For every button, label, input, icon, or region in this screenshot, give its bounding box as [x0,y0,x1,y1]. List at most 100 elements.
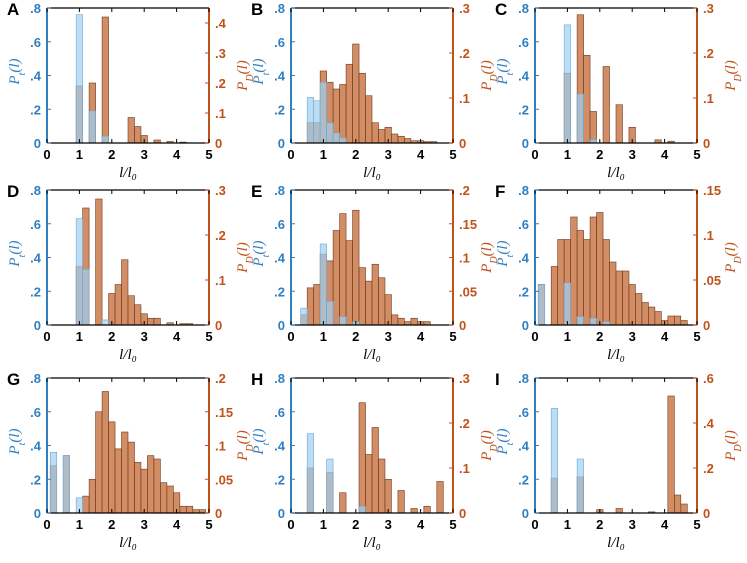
bar-pt [313,100,321,144]
x-tick-label: 3 [385,147,392,162]
bar-pd [589,111,597,144]
bar-pd [365,454,373,514]
y-left-tick-label: 0 [278,318,285,333]
x-axis-label: l/l₀ [607,535,625,551]
bar-pd [358,72,366,144]
y-left-axis-label: Pt(l) [495,240,516,267]
bar-pd [436,481,444,514]
bar-pt [563,24,571,144]
bar-pd [397,490,405,514]
y-left-tick-label: .6 [30,35,41,50]
y-right-axis-label: PD(l) [723,242,744,274]
bar-pd [121,431,129,514]
bar-pd [628,284,636,326]
x-tick-label: 0 [531,147,538,162]
bar-pt [326,301,334,326]
bar-pt [306,433,314,514]
x-tick-label: 0 [531,329,538,344]
y-right-tick-label: .1 [459,91,470,106]
y-right-axis-label: PD(l) [235,60,256,92]
x-tick-label: 2 [596,517,603,532]
bar-pd [127,295,135,326]
bar-pd [654,311,662,326]
y-left-axis-label: Pt(l) [7,58,28,85]
y-right-tick-label: .3 [215,46,226,61]
y-left-axis-label: Pt(l) [251,240,272,267]
bar-pd [147,455,155,514]
bar-pt [326,122,334,144]
panel-letter: B [251,0,263,19]
y-left-axis-label: Pt(l) [495,58,516,85]
bar-pd [127,441,135,514]
bar-pd [365,280,373,326]
y-left-axis-label: Pt(l) [495,428,516,455]
x-tick-label: 1 [76,147,83,162]
y-left-tick-label: .6 [518,405,529,420]
y-right-axis-label: PD(l) [235,430,256,462]
y-right-tick-label: .2 [703,461,714,476]
bar-pd [371,427,379,514]
panel-g: G0 1 2 3 4 50.2.4.6.80.05.1.15.2l/l₀Pt(l)PD(l… [7,370,256,551]
bar-pd [596,212,604,326]
y-right-tick-label: .2 [459,183,470,198]
bar-pd [371,263,379,326]
x-tick-label: 4 [417,517,425,532]
y-right-tick-label: .05 [215,472,233,487]
x-axis-label: l/l₀ [607,165,625,181]
y-left-axis-label: Pt(l) [251,58,272,85]
x-tick-label: 1 [320,147,327,162]
y-right-tick-label: .1 [459,461,470,476]
x-tick-label: 1 [76,329,83,344]
bar-pt [49,451,58,514]
y-left-tick-label: .4 [30,69,42,84]
panel-letter: E [251,182,262,201]
y-right-tick-label: .2 [459,46,470,61]
y-left-tick-label: .8 [274,183,285,198]
bar-pd [166,485,174,514]
y-left-tick-label: .8 [518,183,529,198]
y-right-tick-label: .15 [459,217,477,232]
bar-pd [108,293,116,326]
x-tick-label: 3 [141,517,148,532]
bar-pd [583,54,591,144]
bar-pd [576,230,584,326]
bar-pt [62,455,70,514]
bar-pd [345,63,353,144]
bar-pd [667,315,675,326]
y-right-tick-label: .3 [703,1,714,16]
y-left-tick-label: .2 [274,472,285,487]
y-right-tick-label: .4 [215,16,227,31]
bar-pd [423,505,431,514]
y-right-tick-label: .6 [703,371,714,386]
y-right-tick-label: 0 [459,136,466,151]
bar-pt [101,319,109,326]
bar-pd [114,448,122,514]
bar-pd [397,317,405,326]
y-left-tick-label: .4 [274,439,286,454]
bar-pd [410,508,418,514]
panel-letter: G [7,370,20,389]
y-left-tick-label: .2 [518,472,529,487]
x-tick-label: 4 [661,147,669,162]
y-right-tick-label: .1 [215,106,226,121]
bar-pd [121,259,129,326]
bar-pd [179,505,187,514]
y-right-tick-label: 0 [703,318,710,333]
x-tick-label: 1 [564,329,571,344]
y-right-tick-label: .4 [703,416,715,431]
x-tick-label: 4 [173,329,181,344]
bar-pt [326,458,334,514]
bar-pd [358,402,366,514]
x-tick-label: 0 [531,517,538,532]
y-right-axis-label: PD(l) [235,242,256,274]
y-left-tick-label: .2 [30,284,41,299]
x-tick-label: 5 [449,147,456,162]
bar-pd [615,508,623,514]
y-left-tick-label: .8 [30,183,41,198]
bar-pd [153,458,161,514]
x-tick-label: 4 [661,517,669,532]
